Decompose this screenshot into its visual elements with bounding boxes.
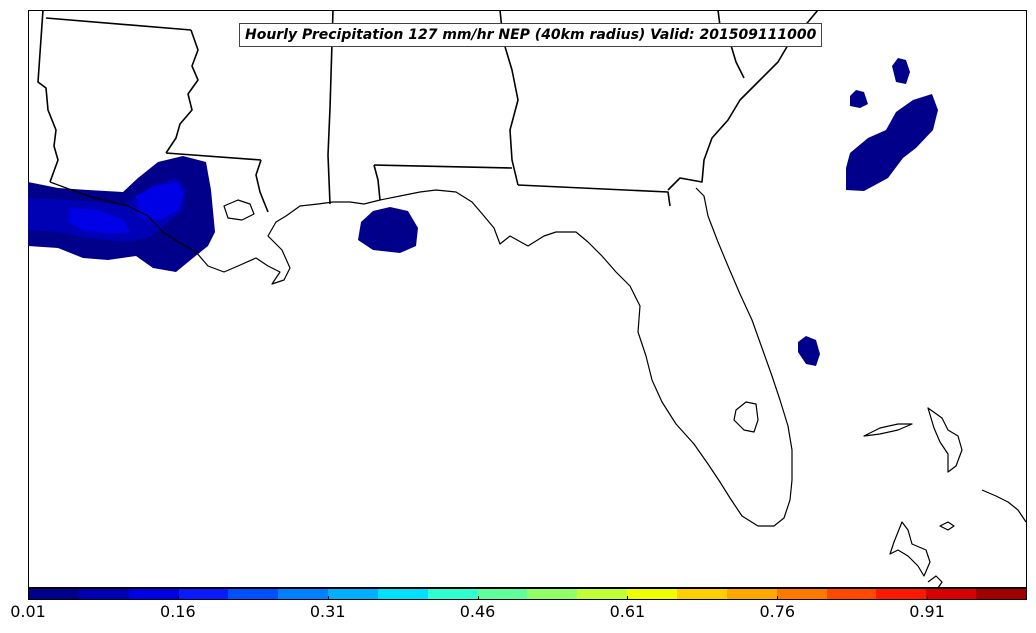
colorbar-segment [29, 589, 79, 599]
colorbar-tick-mark [477, 596, 479, 600]
colorbar-segment [78, 589, 129, 599]
colorbar-segment [826, 589, 877, 599]
colorbar-tick-mark [777, 596, 779, 600]
precip-area-atlantic-small1 [892, 58, 910, 84]
precip-area-florida-east [798, 336, 820, 366]
colorbar-segment [976, 589, 1026, 599]
colorbar-segment [427, 589, 478, 599]
colorbar-tick-label: 0.76 [759, 602, 796, 621]
colorbar-segment [228, 589, 279, 599]
colorbar [28, 588, 1027, 600]
precip-area-louisiana-core2 [136, 182, 184, 220]
precip-area-louisiana-core [68, 208, 130, 234]
colorbar-segment [726, 589, 777, 599]
colorbar-segment [278, 589, 329, 599]
map-canvas [28, 10, 1027, 588]
colorbar-segment [477, 589, 528, 599]
colorbar-tick-label: 0.01 [10, 602, 46, 621]
colorbar-segment [776, 589, 827, 599]
colorbar-tick-mark [927, 596, 929, 600]
colorbar-segment [178, 589, 229, 599]
colorbar-tick-mark [28, 596, 29, 600]
colorbar-tick-mark [627, 596, 629, 600]
colorbar-tick-mark [327, 596, 329, 600]
precip-area-pensacola [358, 207, 418, 253]
precip-areas [28, 58, 938, 366]
colorbar-segment [328, 589, 378, 599]
colorbar-tick-label: 0.61 [609, 602, 646, 621]
colorbar-segment [876, 589, 927, 599]
map-frame: Hourly Precipitation 127 mm/hr NEP (40km… [28, 10, 1027, 588]
colorbar-segment [676, 589, 727, 599]
colorbar-tick-label: 0.31 [309, 602, 346, 621]
precip-area-atlantic-large [846, 94, 938, 191]
colorbar-tick-labels: 0.01 0.16 0.31 0.46 0.61 0.76 0.91 [0, 602, 1036, 624]
colorbar-segment [577, 589, 628, 599]
colorbar-tick-label: 0.46 [459, 602, 496, 621]
map-title: Hourly Precipitation 127 mm/hr NEP (40km… [239, 23, 823, 47]
colorbar-segment [926, 589, 977, 599]
colorbar-segment [377, 589, 428, 599]
colorbar-segment [128, 589, 179, 599]
colorbar-tick-label: 0.16 [160, 602, 196, 621]
boundaries [37, 10, 1027, 588]
precip-area-atlantic-small2 [850, 90, 868, 108]
colorbar-segment [527, 589, 578, 599]
colorbar-tick-label: 0.91 [909, 602, 945, 621]
colorbar-tick-mark [177, 596, 179, 600]
colorbar-segment [627, 589, 677, 599]
